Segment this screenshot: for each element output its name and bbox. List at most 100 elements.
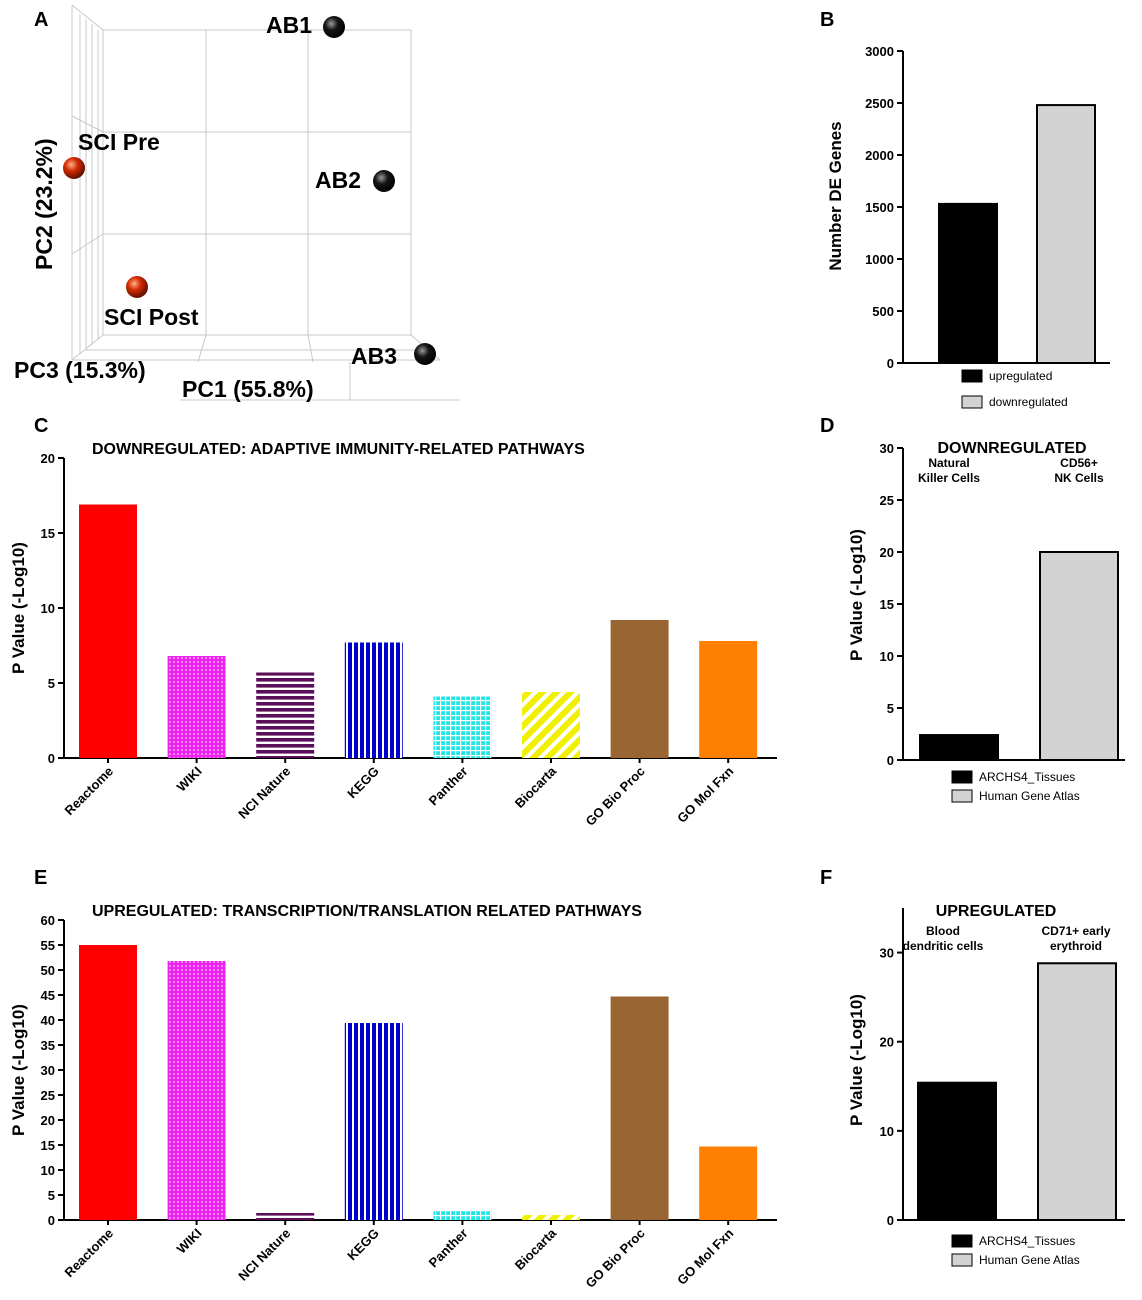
x-tick-label-kegg: KEGG xyxy=(344,764,382,802)
y-tick-label: 20 xyxy=(41,451,55,466)
y-tick-label: 5 xyxy=(48,1188,55,1203)
bar-kegg xyxy=(344,642,403,758)
y-tick-label: 40 xyxy=(41,1013,55,1028)
legend-swatch-human-gene-atlas xyxy=(951,789,973,803)
bar-biocarta xyxy=(522,692,580,758)
y-tick-label: 5 xyxy=(48,676,55,691)
y-tick-label: 20 xyxy=(880,1035,894,1050)
pca-sphere-ab1 xyxy=(323,16,345,38)
y-tick-label: 3000 xyxy=(865,44,894,59)
y-tick-label: 20 xyxy=(880,545,894,560)
bar-reactome xyxy=(79,945,137,1220)
bar-reactome xyxy=(79,504,137,758)
bar-annotation-human-gene-atlas: CD71+ early xyxy=(1041,924,1110,938)
y-tick-label: 10 xyxy=(41,601,55,616)
pca-point-sci-post: SCI Post xyxy=(104,276,199,330)
bar-human-gene-atlas xyxy=(1039,551,1119,761)
pca-sphere-sci-post xyxy=(126,276,148,298)
y-tick-label: 0 xyxy=(48,751,55,766)
legend-label-archs4-tissues: ARCHS4_Tissues xyxy=(979,770,1075,784)
pca-sphere-sci-pre xyxy=(63,157,85,179)
bar-annotation-human-gene-atlas: erythroid xyxy=(1050,939,1102,953)
y-tick-label: 15 xyxy=(41,526,55,541)
pca-y-axis-label: PC2 (23.2%) xyxy=(31,138,57,270)
pca-label-sci-pre: SCI Pre xyxy=(78,129,160,155)
bar-wiki xyxy=(167,656,226,758)
x-tick-label-biocarta: Biocarta xyxy=(512,763,560,811)
bar-go-mol-fxn xyxy=(699,1146,758,1220)
x-tick-label-nci-nature: NCI Nature xyxy=(235,1226,293,1284)
legend-swatch-archs4-tissues xyxy=(951,770,973,784)
y-tick-label: 20 xyxy=(41,1113,55,1128)
pca-sphere-ab2 xyxy=(373,170,395,192)
bar-annotation-archs4-tissues: Killer Cells xyxy=(918,471,980,485)
y-tick-label: 15 xyxy=(880,597,894,612)
svg-text:A: A xyxy=(34,9,48,31)
bar-annotation-human-gene-atlas: NK Cells xyxy=(1054,471,1104,485)
chart-title: UPREGULATED xyxy=(936,903,1057,920)
y-axis-label: P Value (-Log10) xyxy=(9,542,28,674)
y-tick-label: 30 xyxy=(880,946,894,961)
bar-wiki xyxy=(167,961,226,1220)
y-tick-label: 35 xyxy=(41,1038,55,1053)
bar-nci-nature xyxy=(256,1213,315,1220)
chart-title: UPREGULATED: TRANSCRIPTION/TRANSLATION R… xyxy=(92,903,642,920)
y-tick-label: 15 xyxy=(41,1138,55,1153)
legend-swatch-human-gene-atlas xyxy=(951,1253,973,1267)
pca-point-ab3: AB3 xyxy=(351,343,436,369)
y-tick-label: 1500 xyxy=(865,200,894,215)
panel-e: E 0 5 10 15 20 25 30 35 40 45 50 55 60 P Value (-Log1… xyxy=(9,867,777,1291)
y-tick-label: 1000 xyxy=(865,252,894,267)
x-tick-label-panther: Panther xyxy=(426,1226,471,1271)
x-tick-label-reactome: Reactome xyxy=(62,1226,117,1281)
pca-z-axis-label: PC3 (15.3%) xyxy=(14,357,146,383)
y-tick-label: 60 xyxy=(41,913,55,928)
y-tick-label: 50 xyxy=(41,963,55,978)
svg-text:B: B xyxy=(820,9,834,31)
x-tick-label-panther: Panther xyxy=(426,764,471,809)
chart-title: DOWNREGULATED xyxy=(937,440,1086,457)
bar-annotation-archs4-tissues: dendritic cells xyxy=(903,939,984,953)
x-tick-label-reactome: Reactome xyxy=(62,764,117,819)
bar-annotation-archs4-tissues: Blood xyxy=(926,924,960,938)
y-tick-label: 0 xyxy=(887,753,894,768)
legend-swatch-upregulated xyxy=(961,369,983,383)
y-tick-label: 500 xyxy=(872,304,894,319)
bar-archs4-tissues xyxy=(919,734,999,761)
chart-title: DOWNREGULATED: ADAPTIVE IMMUNITY-RELATED… xyxy=(92,441,585,458)
pca-x-axis-label: PC1 (55.8%) xyxy=(182,376,314,402)
bar-go-mol-fxn xyxy=(699,641,758,758)
legend-label-human-gene-atlas: Human Gene Atlas xyxy=(979,789,1080,803)
bar-human-gene-atlas xyxy=(1037,962,1117,1221)
bar-nci-nature xyxy=(256,672,315,758)
legend-label-human-gene-atlas: Human Gene Atlas xyxy=(979,1253,1080,1267)
bar-go-bio-proc xyxy=(610,620,669,758)
pca-3d-box xyxy=(71,4,460,401)
y-axis-label: P Value (-Log10) xyxy=(847,529,866,661)
y-tick-label: 25 xyxy=(880,493,894,508)
x-tick-label-biocarta: Biocarta xyxy=(512,1225,560,1273)
panel-f: F 0 10 20 30 P Value (-Log10) UPREGULATED Bloo… xyxy=(820,867,1125,1267)
y-tick-label: 2000 xyxy=(865,148,894,163)
legend-swatch-archs4-tissues xyxy=(951,1234,973,1248)
bar-biocarta xyxy=(522,1215,580,1220)
x-tick-label-go-mol-fxn: GO Mol Fxn xyxy=(674,1225,736,1287)
bar-kegg xyxy=(344,1023,403,1220)
y-tick-label: 30 xyxy=(880,441,894,456)
y-tick-label: 30 xyxy=(41,1063,55,1078)
y-tick-label: 45 xyxy=(41,988,55,1003)
x-tick-label-wiki: WIKI xyxy=(174,1226,205,1257)
y-tick-label: 5 xyxy=(887,701,894,716)
legend-label-upregulated: upregulated xyxy=(989,369,1052,383)
bar-upregulated xyxy=(938,202,998,364)
bar-annotation-human-gene-atlas: CD56+ xyxy=(1060,456,1098,470)
x-tick-label-go-bio-proc: GO Bio Proc xyxy=(582,764,647,829)
y-tick-label: 0 xyxy=(887,1213,894,1228)
x-tick-label-nci-nature: NCI Nature xyxy=(235,764,293,822)
panel-b: B 0 500 1000 1500 2000 2500 3000 Number DE Gene… xyxy=(820,9,1110,409)
y-tick-label: 0 xyxy=(48,1213,55,1228)
x-tick-label-go-bio-proc: GO Bio Proc xyxy=(582,1226,647,1291)
x-tick-label-wiki: WIKI xyxy=(174,764,205,795)
y-axis-label: P Value (-Log10) xyxy=(847,994,866,1126)
